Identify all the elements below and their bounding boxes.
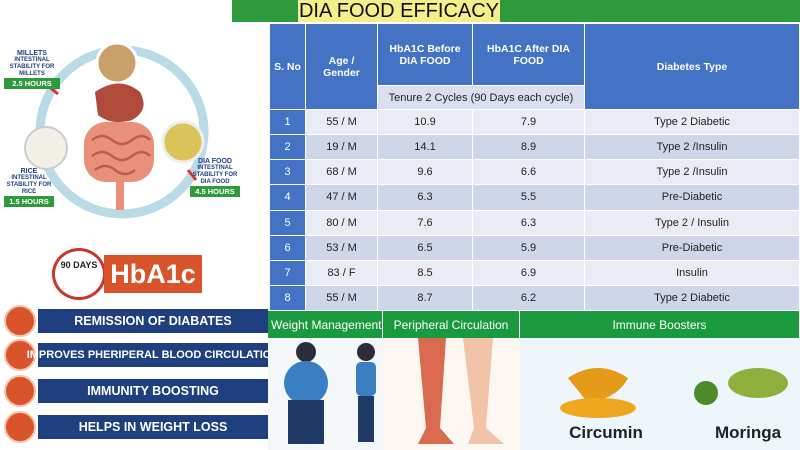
table-cell: 8.7 bbox=[378, 285, 473, 311]
leg-anatomy bbox=[418, 338, 454, 444]
table-cell: 6.9 bbox=[473, 260, 585, 286]
turmeric-powder bbox=[560, 398, 636, 418]
badge-days: 90 DAYS bbox=[60, 260, 98, 270]
benefit: IMPROVES PHERIPERAL BLOOD CIRCULATION bbox=[27, 343, 279, 367]
table-cell: 19 / M bbox=[306, 135, 378, 161]
millets-bowl bbox=[95, 41, 139, 85]
person-head bbox=[296, 342, 316, 362]
turmeric bbox=[568, 368, 628, 403]
digestion-diagram bbox=[24, 41, 209, 219]
rice-label: RICE INTESTINAL STABILITY FOR RICE 1.5 H… bbox=[4, 168, 54, 207]
item-hours: 2.5 HOURS bbox=[4, 78, 60, 89]
tenure-subheader: Tenure 2 Cycles (90 Days each cycle) bbox=[378, 86, 585, 110]
item-name: DIA FOOD bbox=[198, 158, 232, 165]
intestine-folds bbox=[91, 134, 151, 176]
table-cell: 6 bbox=[270, 235, 306, 261]
person-head bbox=[357, 343, 375, 361]
table-cell: Insulin bbox=[585, 260, 800, 286]
table-cell: 4 bbox=[270, 185, 306, 211]
benefit: REMISSION OF DIABATES bbox=[38, 309, 268, 333]
item-hours: 4.5 HOURS bbox=[190, 186, 240, 197]
table-cell: 83 / F bbox=[306, 260, 378, 286]
table-cell: Type 2 Diabetic bbox=[585, 110, 800, 136]
table-cell: 1 bbox=[270, 110, 306, 136]
benefit-icon bbox=[4, 375, 36, 407]
table-cell: Type 2 /Insulin bbox=[585, 160, 800, 186]
panel-title: Weight Management bbox=[268, 311, 383, 338]
column-header: Diabetes Type bbox=[585, 24, 800, 110]
table-cell: 8.5 bbox=[378, 260, 473, 286]
item-caption: INTESTINAL STABILITY FOR RICE bbox=[6, 175, 52, 195]
table-cell: 6.5 bbox=[378, 235, 473, 261]
panel-title: Immune Boosters bbox=[520, 311, 800, 338]
table-cell: 6.6 bbox=[473, 160, 585, 186]
diafood-label: DIA FOOD INTESTINAL STABILITY FOR DIA FO… bbox=[190, 158, 240, 197]
table-cell: 10.9 bbox=[378, 110, 473, 136]
table-cell: 5.9 bbox=[473, 235, 585, 261]
table-cell: 80 / M bbox=[306, 210, 378, 236]
stomach bbox=[95, 83, 144, 123]
table-cell: 6.3 bbox=[378, 185, 473, 211]
column-header: HbA1C Before DIA FOOD bbox=[378, 24, 473, 86]
person-body bbox=[284, 361, 328, 405]
badge-circle: 90 DAYS bbox=[52, 248, 106, 300]
circulation-bg bbox=[383, 338, 520, 450]
table-cell: 55 / M bbox=[306, 110, 378, 136]
table-cell: 3 bbox=[270, 160, 306, 186]
table-cell: 7.9 bbox=[473, 110, 585, 136]
rice-bowl bbox=[24, 126, 68, 170]
moringa-bowl bbox=[728, 368, 788, 398]
item-caption: INTESTINAL STABILITY FOR MILLETS bbox=[9, 57, 55, 77]
table-cell: 5.5 bbox=[473, 185, 585, 211]
person-body bbox=[356, 362, 376, 396]
efficacy-table: S. No Age / Gender HbA1C Before DIA FOOD Hb… bbox=[270, 24, 800, 311]
table-cell: 47 / M bbox=[306, 185, 378, 211]
person-legs bbox=[288, 400, 324, 444]
page-title: DIA FOOD EFFICACY bbox=[298, 0, 500, 22]
table-cell: 68 / M bbox=[306, 160, 378, 186]
table-cell: 9.6 bbox=[378, 160, 473, 186]
moringa-leaves bbox=[694, 381, 718, 405]
item-caption: INTESTINAL STABILITY FOR DIA FOOD bbox=[192, 165, 238, 185]
table-cell: 5 bbox=[270, 210, 306, 236]
table-cell: 7.6 bbox=[378, 210, 473, 236]
panel-title: Peripheral Circulation bbox=[383, 311, 520, 338]
leg-skin bbox=[463, 338, 504, 444]
benefit: IMMUNITY BOOSTING bbox=[38, 379, 268, 403]
item-name: MILLETS bbox=[17, 50, 47, 57]
table-cell: 8 bbox=[270, 285, 306, 311]
table-cell: 6.2 bbox=[473, 285, 585, 311]
column-header: HbA1C After DIA FOOD bbox=[473, 24, 585, 86]
panel-illustrations: Circumin Moringa bbox=[268, 338, 800, 450]
table-cell: 6.3 bbox=[473, 210, 585, 236]
table-cell: 7 bbox=[270, 260, 306, 286]
ingredient-label: Moringa bbox=[715, 423, 782, 442]
benefit-icon bbox=[4, 411, 36, 443]
column-header: Age / Gender bbox=[306, 24, 378, 110]
table-cell: Type 2 /Insulin bbox=[585, 135, 800, 161]
table-cell: 53 / M bbox=[306, 235, 378, 261]
table-cell: 2 bbox=[270, 135, 306, 161]
table-cell: Type 2 / Insulin bbox=[585, 210, 800, 236]
benefit-icon bbox=[4, 305, 36, 337]
diafood-bowl bbox=[161, 120, 205, 164]
table-cell: Type 2 Diabetic bbox=[585, 285, 800, 311]
badge-label: HbA1c bbox=[104, 255, 202, 293]
table-cell: 14.1 bbox=[378, 135, 473, 161]
item-hours: 1.5 HOURS bbox=[4, 196, 54, 207]
person-legs bbox=[358, 396, 374, 442]
column-header: S. No bbox=[270, 24, 306, 110]
table-cell: Pre-Diabetic bbox=[585, 185, 800, 211]
millets-label: MILLETS INTESTINAL STABILITY FOR MILLETS… bbox=[4, 50, 60, 89]
benefit-icon bbox=[4, 339, 36, 371]
table-cell: 55 / M bbox=[306, 285, 378, 311]
benefit: HELPS IN WEIGHT LOSS bbox=[38, 415, 268, 439]
table-cell: 8.9 bbox=[473, 135, 585, 161]
ingredient-label: Circumin bbox=[569, 423, 643, 442]
table-cell: Pre-Diabetic bbox=[585, 235, 800, 261]
rectum bbox=[116, 180, 124, 210]
item-name: RICE bbox=[20, 168, 38, 175]
